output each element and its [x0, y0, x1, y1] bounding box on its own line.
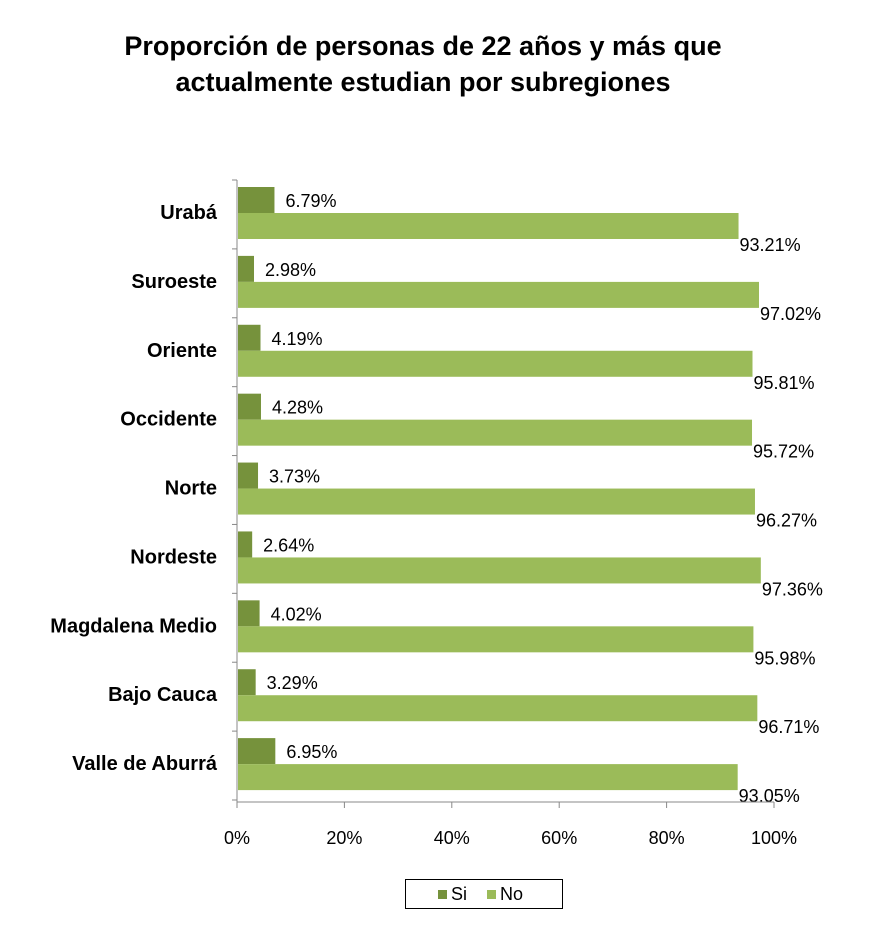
bar-si	[238, 531, 253, 558]
data-label-no: 93.05%	[739, 786, 800, 806]
x-tick-label: 0%	[224, 828, 250, 848]
bar-si	[238, 255, 255, 282]
bar-si	[238, 187, 275, 213]
category-label: Magdalena Medio	[50, 615, 217, 637]
bar-si	[238, 600, 260, 627]
legend-item-si: Si	[438, 884, 467, 905]
x-tick-label: 80%	[649, 828, 685, 848]
data-label-si: 4.19%	[272, 329, 323, 349]
bar-no	[238, 213, 739, 239]
category-label: Suroeste	[131, 271, 217, 293]
data-label-si: 4.28%	[272, 398, 323, 418]
data-label-no: 95.98%	[754, 648, 815, 668]
bar-no	[238, 695, 758, 722]
data-label-si: 2.64%	[263, 535, 314, 555]
data-label-si: 6.79%	[285, 191, 336, 211]
category-label: Norte	[165, 478, 217, 500]
legend-item-no: No	[487, 884, 523, 905]
category-label: Occidente	[120, 409, 217, 431]
category-label: Valle de Aburrá	[72, 753, 218, 775]
data-label-no: 95.81%	[753, 373, 814, 393]
bar-no	[238, 281, 759, 308]
data-label-si: 3.73%	[269, 467, 320, 487]
x-tick-label: 100%	[751, 828, 797, 848]
category-label: Oriente	[147, 340, 217, 362]
bar-si	[238, 669, 256, 696]
chart-title-line-2: actualmente estudian por subregiones	[175, 67, 671, 97]
chart-legend: Si No	[405, 879, 563, 909]
legend-swatch-no	[487, 889, 497, 899]
x-tick-label: 20%	[326, 828, 362, 848]
bar-si	[238, 738, 276, 765]
data-label-no: 97.36%	[762, 579, 823, 599]
legend-label-si: Si	[451, 883, 468, 904]
category-label: Bajo Cauca	[108, 684, 218, 706]
data-label-no: 95.72%	[753, 442, 814, 462]
category-label: Urabá	[160, 202, 218, 224]
bar-si	[238, 393, 261, 420]
bar-no	[238, 764, 738, 791]
x-tick-label: 60%	[541, 828, 577, 848]
bar-si	[238, 462, 259, 489]
bar-si	[238, 324, 261, 351]
x-tick-label: 40%	[434, 828, 470, 848]
legend-label-no: No	[500, 883, 524, 904]
chart-title: Proporción de personas de 22 años y más …	[0, 28, 846, 100]
data-label-si: 4.02%	[271, 604, 322, 624]
category-label: Nordeste	[130, 546, 217, 568]
bar-no	[238, 419, 753, 446]
bar-no	[238, 557, 761, 584]
data-label-si: 6.95%	[286, 742, 337, 762]
chart-title-line-1: Proporción de personas de 22 años y más …	[124, 31, 722, 61]
data-label-si: 2.98%	[265, 260, 316, 280]
bar-no	[238, 350, 753, 377]
data-label-no: 96.27%	[756, 511, 817, 531]
legend-swatch-si	[438, 889, 447, 899]
data-label-no: 96.71%	[758, 717, 819, 737]
data-label-no: 97.02%	[760, 304, 821, 324]
bar-no	[238, 488, 755, 515]
data-label-si: 3.29%	[267, 673, 318, 693]
data-label-no: 93.21%	[740, 235, 801, 255]
bar-no	[238, 626, 754, 653]
